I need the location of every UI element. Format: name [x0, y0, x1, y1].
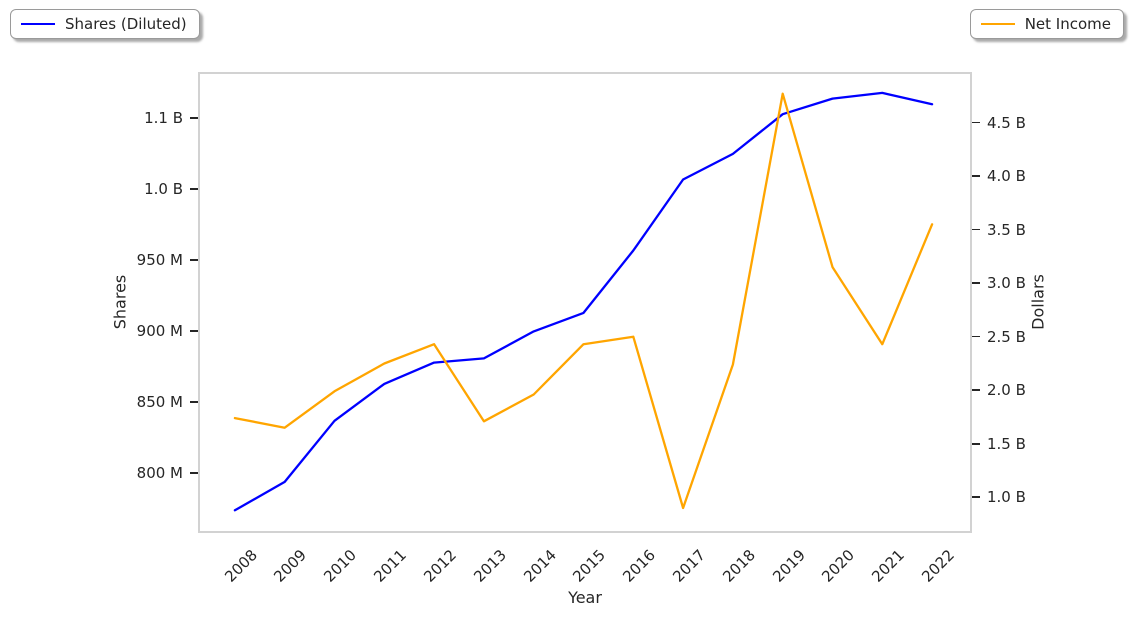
x-tick-label: 2015	[569, 546, 610, 586]
y-left-tick-label: 950 M	[136, 251, 183, 270]
line-shares-diluted-	[233, 91, 934, 512]
x-tick-label: 2013	[469, 546, 510, 586]
x-tick-label: 2009	[270, 546, 311, 586]
y-left-tick-mark	[190, 259, 198, 262]
x-tick-label: 2016	[619, 546, 660, 586]
y-right-tick-mark	[972, 282, 980, 284]
y-right-tick-label: 1.0 B	[987, 488, 1026, 507]
y-axis-label-right: Dollars	[1028, 274, 1048, 330]
plot-area	[198, 72, 972, 533]
chart-lines	[233, 91, 934, 512]
legend-net-income: Net Income	[969, 9, 1124, 39]
y-left-tick-label: 800 M	[136, 464, 183, 483]
y-left-tick-mark	[190, 117, 198, 120]
y-right-tick-mark	[972, 389, 980, 392]
y-left-tick-mark	[190, 330, 198, 333]
y-left-tick-mark	[190, 472, 198, 475]
y-right-tick-label: 2.0 B	[987, 381, 1026, 400]
y-right-tick-label: 4.5 B	[987, 113, 1026, 132]
x-tick-label: 2021	[868, 546, 909, 586]
y-axis-label-left: Shares	[110, 274, 130, 330]
y-right-tick-mark	[972, 496, 980, 499]
x-tick-label: 2017	[669, 546, 709, 586]
line-net-income	[233, 92, 934, 510]
x-tick-label: 2012	[420, 546, 460, 586]
y-left-tick-label: 850 M	[136, 393, 183, 412]
y-left-tick-label: 900 M	[136, 322, 183, 341]
y-right-tick-label: 3.5 B	[987, 220, 1026, 239]
legend-net-income-label: Net Income	[1024, 15, 1111, 33]
x-tick-label: 2018	[718, 546, 759, 586]
legend-shares-diluted: Shares (Diluted)	[10, 9, 200, 39]
y-left-tick-label: 1.1 B	[144, 109, 183, 128]
y-right-tick-mark	[972, 175, 980, 177]
y-right-tick-mark	[972, 228, 980, 231]
y-left-tick-mark	[190, 401, 198, 404]
blue-line-sample-icon	[21, 23, 55, 25]
y-right-tick-label: 3.0 B	[987, 274, 1026, 293]
y-right-tick-label: 2.5 B	[987, 327, 1026, 346]
x-axis-label: Year	[568, 588, 602, 607]
x-tick-label: 2010	[320, 546, 361, 586]
y-right-tick-mark	[972, 121, 980, 124]
y-right-tick-label: 1.5 B	[987, 434, 1026, 453]
y-right-tick-mark	[972, 335, 980, 338]
y-right-tick-mark	[972, 442, 980, 445]
orange-line-sample-icon	[980, 23, 1015, 25]
y-left-tick-label: 1.0 B	[144, 180, 183, 199]
y-left-tick-mark	[190, 188, 198, 191]
x-tick-label: 2011	[370, 546, 411, 586]
x-tick-label: 2019	[768, 546, 809, 586]
x-tick-label: 2022	[918, 546, 958, 586]
legend-shares-label: Shares (Diluted)	[65, 15, 187, 33]
x-tick-label: 2008	[220, 546, 261, 586]
x-tick-label: 2020	[818, 546, 859, 586]
y-right-tick-label: 4.0 B	[987, 167, 1026, 186]
x-tick-label: 2014	[519, 546, 560, 586]
